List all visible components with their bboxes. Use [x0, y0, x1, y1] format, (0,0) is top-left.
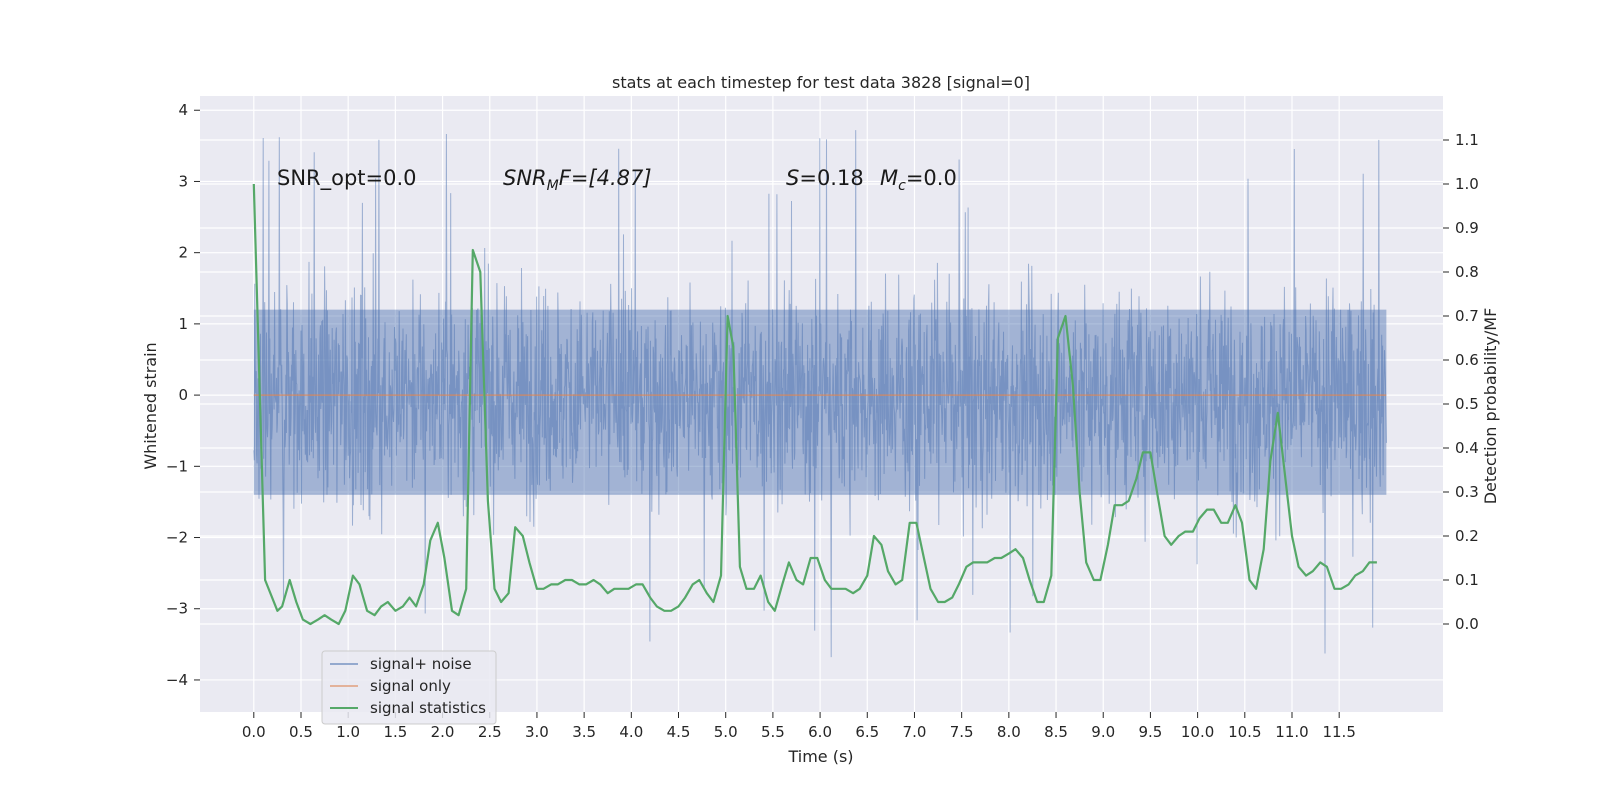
y-tick-label: −1 — [166, 457, 188, 475]
annotation-snr-mf-main: SNR — [503, 166, 547, 190]
annotation-s-rest: =0.18 — [799, 166, 863, 190]
x-axis-ticks: 0.0 0.5 1.0 1.5 2.0 2.5 3.0 3.5 4.0 4.5 5.0 5.5 6.0 6… — [242, 712, 1356, 741]
x-tick-label: 2.5 — [478, 723, 502, 741]
x-tick-label: 6.5 — [855, 723, 879, 741]
x-tick-label: 6.0 — [808, 723, 832, 741]
x-tick-label: 11.0 — [1275, 723, 1308, 741]
y-axis-label: Whitened strain — [141, 342, 160, 469]
y-axis-right-ticks: 0.0 0.1 0.2 0.3 0.4 0.5 0.6 0.7 0.8 0.9 1.0 1.1 — [1443, 131, 1479, 633]
y2-tick-label: 0.5 — [1455, 395, 1479, 413]
annotation-mc-main: M — [880, 166, 898, 190]
y2-tick-label: 0.7 — [1455, 307, 1479, 325]
y2-tick-label: 0.3 — [1455, 483, 1479, 501]
x-tick-label: 0.0 — [242, 723, 266, 741]
y-tick-label: −3 — [166, 600, 188, 618]
x-tick-label: 3.0 — [525, 723, 549, 741]
annotation-snr-mf: SNRMF=[4.87] — [503, 166, 652, 194]
legend-label-signal-statistics: signal statistics — [370, 699, 486, 717]
series-signal-noise-trace — [253, 130, 1387, 658]
y2-tick-label: 0.1 — [1455, 571, 1479, 589]
x-tick-label: 5.5 — [761, 723, 785, 741]
legend-label-signal-only: signal only — [370, 677, 451, 695]
annotation-mc: Mc=0.0 — [880, 166, 957, 194]
y2-tick-label: 0.8 — [1455, 263, 1479, 281]
x-tick-label: 8.0 — [997, 723, 1021, 741]
annotation-snr-mf-rest: F=[4.87] — [559, 166, 652, 190]
chart-title: stats at each timestep for test data 382… — [612, 73, 1030, 92]
y2-tick-label: 0.2 — [1455, 527, 1479, 545]
x-tick-label: 4.0 — [619, 723, 643, 741]
annotation-snr-opt: SNR_opt=0.0 — [277, 166, 417, 191]
annotation-mc-rest: =0.0 — [906, 166, 957, 190]
x-tick-label: 3.5 — [572, 723, 596, 741]
y-axis-left-ticks: −4 −3 −2 −1 0 1 2 3 4 — [166, 101, 200, 689]
x-tick-label: 1.0 — [336, 723, 360, 741]
y2-axis-label: Detection probability/MF — [1481, 308, 1500, 505]
legend-label-signal-noise: signal+ noise — [370, 655, 472, 673]
y2-tick-label: 0.4 — [1455, 439, 1479, 457]
series-signal-statistics-line — [252, 183, 1377, 626]
x-tick-label: 8.5 — [1044, 723, 1068, 741]
legend: signal+ noise signal only signal statist… — [321, 650, 497, 725]
x-tick-label: 10.5 — [1228, 723, 1261, 741]
y-tick-label: 3 — [178, 172, 188, 190]
x-tick-label: 9.0 — [1091, 723, 1115, 741]
y2-tick-label: 0.0 — [1455, 615, 1479, 633]
annotation-s-main: S — [786, 166, 799, 190]
x-tick-label: 5.0 — [714, 723, 738, 741]
noise-trace-line — [253, 130, 1387, 658]
y2-tick-label: 1.0 — [1455, 175, 1479, 193]
annotation-mc-sub: c — [898, 178, 906, 194]
x-axis-label: Time (s) — [787, 747, 853, 766]
x-tick-label: 4.5 — [667, 723, 691, 741]
x-tick-label: 7.0 — [903, 723, 927, 741]
annotation-s: S=0.18 — [786, 166, 864, 190]
y2-tick-label: 0.9 — [1455, 219, 1479, 237]
y-tick-label: 4 — [178, 101, 188, 119]
y-tick-label: 2 — [178, 244, 188, 262]
x-tick-label: 10.0 — [1181, 723, 1214, 741]
x-tick-label: 2.0 — [431, 723, 455, 741]
y-tick-label: 1 — [178, 315, 188, 333]
x-tick-label: 1.5 — [383, 723, 407, 741]
legend-box — [321, 650, 497, 725]
y2-tick-label: 1.1 — [1455, 131, 1479, 149]
x-tick-label: 11.5 — [1322, 723, 1355, 741]
y-tick-label: −4 — [166, 671, 188, 689]
x-tick-label: 9.5 — [1138, 723, 1162, 741]
y2-tick-label: 0.6 — [1455, 351, 1479, 369]
annotation-snr-mf-sub: M — [547, 178, 559, 194]
x-tick-label: 7.5 — [950, 723, 974, 741]
x-tick-label: 0.5 — [289, 723, 313, 741]
y-tick-label: 0 — [178, 386, 188, 404]
y-tick-label: −2 — [166, 529, 188, 547]
